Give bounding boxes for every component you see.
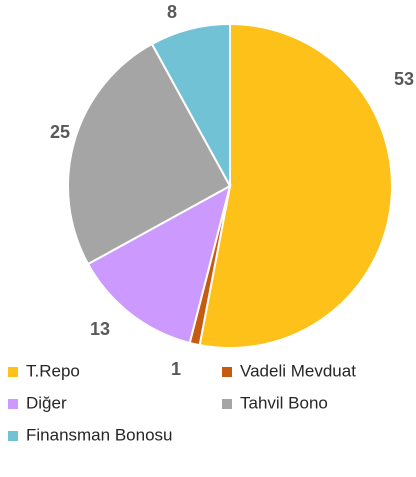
- pie-slice: [86, 184, 232, 345]
- legend-swatch: [8, 431, 18, 441]
- legend-label: Tahvil Bono: [240, 393, 328, 412]
- legend-swatch: [8, 367, 18, 377]
- legend-label: Finansman Bonosu: [26, 425, 172, 444]
- legend-swatch: [222, 399, 232, 409]
- data-label: 13: [90, 319, 110, 339]
- legend-label: Diğer: [26, 393, 67, 412]
- legend-swatch: [222, 367, 232, 377]
- data-label: 1: [171, 359, 181, 379]
- pie-slice: [150, 22, 231, 187]
- data-label: 8: [167, 2, 177, 22]
- data-label: 25: [50, 122, 70, 142]
- pie-slice: [198, 22, 393, 349]
- data-label: 53: [394, 69, 414, 89]
- legend-label: Vadeli Mevduat: [240, 361, 356, 380]
- legend-label: T.Repo: [26, 361, 80, 380]
- legend-swatch: [8, 399, 18, 409]
- pie-slice: [67, 42, 232, 266]
